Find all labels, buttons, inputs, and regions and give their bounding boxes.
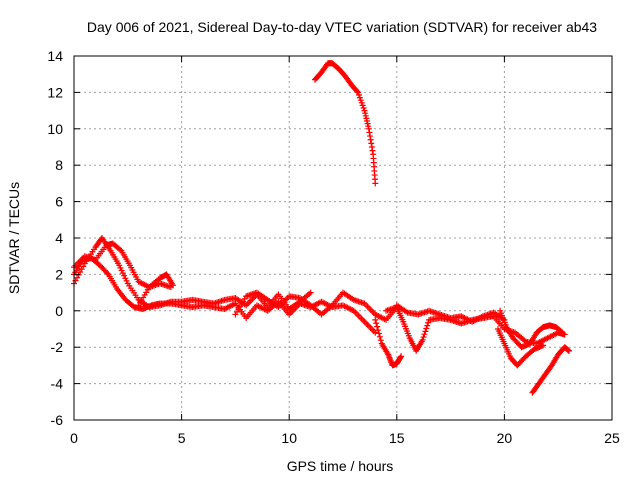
y-tick-label: 12 (47, 84, 63, 100)
series-track-k (494, 326, 547, 369)
data-point (374, 323, 381, 330)
data-point (565, 347, 572, 354)
data-point (397, 354, 404, 361)
x-tick-label: 10 (281, 430, 297, 446)
axes (73, 55, 613, 421)
data-point (373, 320, 380, 327)
data-point (419, 336, 426, 343)
data-point (420, 334, 427, 341)
x-tick-labels: 0 5 10 15 20 25 (70, 430, 620, 446)
data-point (367, 133, 374, 140)
data-point (367, 136, 374, 143)
data-point (540, 342, 547, 349)
series-track-l (529, 344, 572, 396)
data-point (354, 88, 361, 95)
y-tick-label: -2 (51, 339, 64, 355)
data-point (366, 129, 373, 136)
data-point (362, 110, 369, 117)
data-point (368, 140, 375, 147)
series-track-e (232, 289, 400, 323)
series-track-i (393, 302, 508, 325)
series-track-f (312, 60, 379, 187)
y-tick-label: 8 (55, 157, 63, 173)
data-point (421, 331, 428, 338)
series-track-d (135, 271, 176, 309)
chart-title: Day 006 of 2021, Sidereal Day-to-day VTE… (87, 19, 597, 35)
data-point (422, 328, 429, 335)
x-tick-label: 20 (497, 430, 513, 446)
data-point (372, 180, 379, 187)
data-point (117, 246, 124, 253)
data-point (423, 325, 430, 332)
x-tick-label: 0 (70, 430, 78, 446)
x-tick-label: 5 (178, 430, 186, 446)
series-track-g (372, 316, 405, 369)
data-point (369, 147, 376, 154)
data-point (558, 328, 565, 335)
data-point (368, 144, 375, 150)
data-point (375, 330, 382, 337)
data-point (425, 319, 432, 326)
data-point (398, 353, 405, 360)
data-point (169, 282, 176, 289)
y-tick-label: 2 (55, 266, 63, 282)
y-tick-labels: -6 -4 -2 0 2 4 6 8 10 12 14 (47, 48, 63, 428)
data-point (377, 337, 384, 344)
y-tick-label: 14 (47, 48, 63, 64)
data-point (376, 333, 383, 340)
x-axis-title: GPS time / hours (287, 458, 394, 474)
series-track-j (497, 307, 566, 351)
grid (74, 56, 612, 420)
y-tick-label: 6 (55, 194, 63, 210)
data-point (307, 289, 314, 296)
y-tick-label: 0 (55, 303, 63, 319)
y-tick-label: -6 (51, 412, 64, 428)
data-point (424, 322, 431, 329)
x-tick-label: 15 (389, 430, 405, 446)
data-point (375, 327, 382, 334)
data-marks (71, 60, 572, 396)
data-point (372, 316, 379, 323)
data-point (365, 125, 372, 132)
y-axis-title: SDTVAR / TECUs (6, 182, 22, 294)
data-point (559, 329, 566, 336)
data-point (357, 97, 364, 104)
data-point (104, 270, 111, 277)
x-tick-label: 25 (604, 430, 620, 446)
y-tick-label: 4 (55, 230, 63, 246)
y-tick-label: 10 (47, 121, 63, 137)
y-tick-label: -4 (51, 376, 64, 392)
